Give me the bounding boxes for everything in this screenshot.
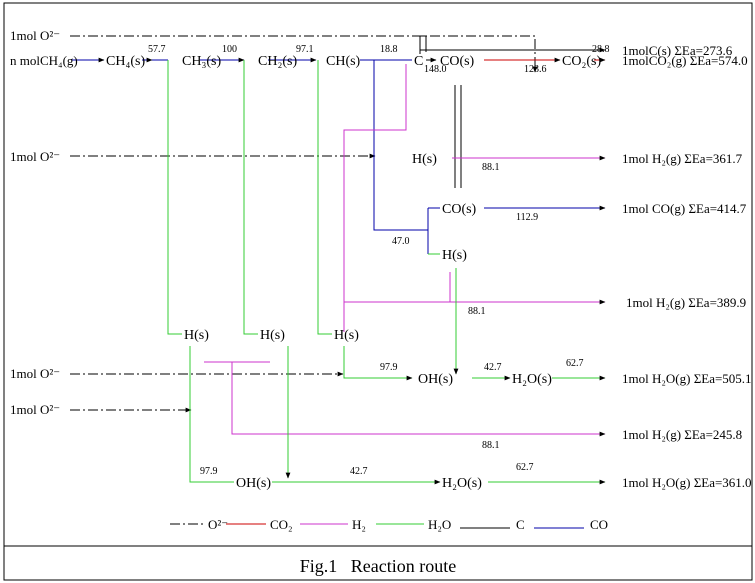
product-h2o-g-2: 1mol H₂O(g) ΣEa=361.0 — [622, 475, 752, 490]
energy-label: 97.9 — [200, 466, 218, 477]
energy-label: 100 — [222, 44, 237, 55]
product-h2o-g-1: 1mol H₂O(g) ΣEa=505.1 — [622, 371, 752, 386]
energy-label: 42.7 — [484, 362, 502, 373]
node-ch4s: CH₄(s) — [106, 54, 145, 69]
energy-label: 88.1 — [468, 306, 486, 317]
h2-lines — [204, 64, 606, 435]
source-o2-2: 1mol O²⁻ — [10, 149, 60, 164]
h2o-lines — [167, 60, 606, 485]
product-c-s: 1molC(s) ΣEa=273.6 — [622, 43, 733, 58]
energy-label: 62.7 — [516, 462, 534, 473]
legend-label-co: CO — [590, 517, 608, 532]
product-h2-g-2: 1mol H₂(g) ΣEa=389.9 — [626, 295, 746, 310]
energy-label: 123.6 — [524, 64, 547, 75]
figure-border — [3, 2, 753, 581]
source-o2-3: 1mol O²⁻ — [10, 366, 60, 381]
node-oh-s-top: OH(s) — [418, 372, 453, 387]
c-lines — [419, 35, 606, 188]
source-ch4-gas: n molCH₄(g) — [10, 53, 78, 68]
energy-label: 28.8 — [592, 44, 610, 55]
energy-label: 97.9 — [380, 362, 398, 373]
energy-label: 88.1 — [482, 162, 500, 173]
product-h2-g-3: 1mol H₂(g) ΣEa=245.8 — [622, 427, 742, 442]
node-h-s-right: H(s) — [442, 248, 467, 263]
source-o2-1: 1mol O²⁻ — [10, 28, 60, 43]
legend-label-h2o: H₂O — [428, 517, 451, 532]
co-lines — [72, 57, 606, 254]
source-o2-4: 1mol O²⁻ — [10, 402, 60, 417]
node-co-s2: CO(s) — [442, 202, 477, 217]
legend-label-o2: O²⁻ — [208, 517, 228, 532]
product-co2-g: 1molCO₂(g) ΣEa=574.0 — [622, 53, 748, 68]
figure-caption: Fig.1 Reaction route — [300, 556, 456, 576]
node-chs: CH(s) — [326, 54, 361, 69]
legend-label-h2: H₂ — [352, 517, 366, 532]
energy-label: 57.7 — [148, 44, 166, 55]
product-h2-g-1: 1mol H₂(g) ΣEa=361.7 — [622, 151, 743, 166]
o2-lines — [70, 35, 536, 411]
h2-arrowheads — [599, 299, 606, 437]
node-h2o-s-bot: H₂O(s) — [442, 476, 482, 491]
node-h-s-3: H(s) — [334, 328, 359, 343]
node-h2o-s-top: H₂O(s) — [512, 372, 552, 387]
node-c: C — [414, 54, 423, 69]
legend: O²⁻ CO₂ H₂ H₂O C CO — [170, 517, 608, 532]
node-ch3s: CH₃(s) — [182, 54, 221, 69]
node-co-s1: CO(s) — [440, 54, 475, 69]
energy-label: 18.8 — [380, 44, 398, 55]
energy-label: 42.7 — [350, 466, 368, 477]
energy-label: 88.1 — [482, 440, 500, 451]
energy-label: 97.1 — [296, 44, 314, 55]
energy-label: 148.0 — [424, 64, 447, 75]
energy-label: 62.7 — [566, 358, 584, 369]
legend-label-c: C — [516, 517, 525, 532]
node-h-s-2: H(s) — [260, 328, 285, 343]
legend-label-co2: CO₂ — [270, 517, 293, 532]
node-ch2s: CH₂(s) — [258, 54, 297, 69]
node-h-s-1: H(s) — [184, 328, 209, 343]
node-h-s-mid: H(s) — [412, 152, 437, 167]
node-co2-s: CO₂(s) — [562, 54, 601, 69]
o2-arrowheads — [185, 60, 538, 413]
product-co-g: 1mol CO(g) ΣEa=414.7 — [622, 201, 747, 216]
energy-label: 47.0 — [392, 236, 410, 247]
energy-label: 112.9 — [516, 212, 538, 223]
node-oh-s-bot: OH(s) — [236, 476, 271, 491]
